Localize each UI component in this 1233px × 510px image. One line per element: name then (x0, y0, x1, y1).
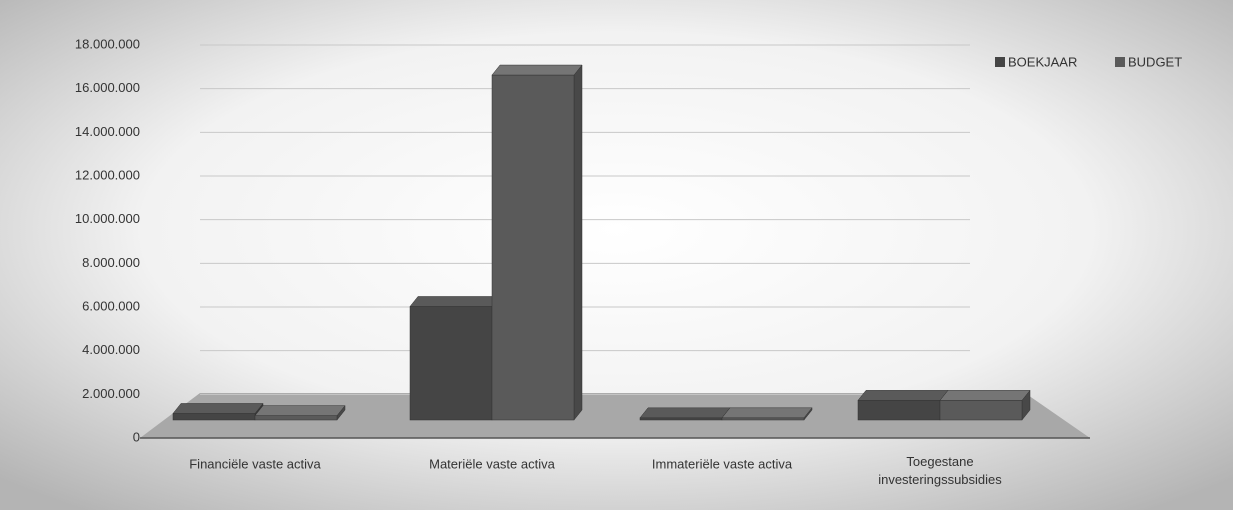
bar-top (491, 64, 583, 76)
bar (254, 415, 338, 421)
x-tick-label: Immateriële vaste activa (652, 456, 793, 471)
bar-top (172, 403, 264, 414)
y-tick-label: 4.000.000 (82, 342, 140, 357)
bar-top (409, 296, 501, 307)
y-tick-label: 12.000.000 (75, 167, 140, 182)
bar-top (939, 390, 1031, 401)
bar-top (254, 405, 346, 416)
bar-side (573, 64, 583, 421)
bar-top (721, 407, 813, 419)
x-tick-label: Toegestane investeringssubsidies (878, 454, 1002, 487)
legend-label: BUDGET (1128, 54, 1182, 69)
y-tick-label: 8.000.000 (82, 255, 140, 270)
legend-label: BOEKJAAR (1008, 54, 1077, 69)
bar (939, 400, 1023, 421)
y-tick-label: 2.000.000 (82, 386, 140, 401)
bar-top (857, 390, 949, 401)
bar (172, 413, 256, 421)
bar (639, 417, 723, 421)
y-tick-label: 14.000.000 (75, 124, 140, 139)
y-tick-label: 18.000.000 (75, 36, 140, 51)
y-tick-label: 10.000.000 (75, 211, 140, 226)
bar (491, 74, 575, 421)
y-tick-label: 6.000.000 (82, 298, 140, 313)
bar (409, 306, 493, 421)
floor (140, 393, 1090, 438)
x-tick-label: Financiële vaste activa (189, 456, 321, 471)
legend-swatch (995, 57, 1005, 67)
bar-top (639, 407, 731, 419)
bar (721, 417, 805, 421)
x-tick-label: Materiële vaste activa (429, 456, 555, 471)
bar (857, 400, 941, 421)
legend-swatch (1115, 57, 1125, 67)
y-tick-label: 16.000.000 (75, 80, 140, 95)
y-tick-label: 0 (133, 429, 140, 444)
